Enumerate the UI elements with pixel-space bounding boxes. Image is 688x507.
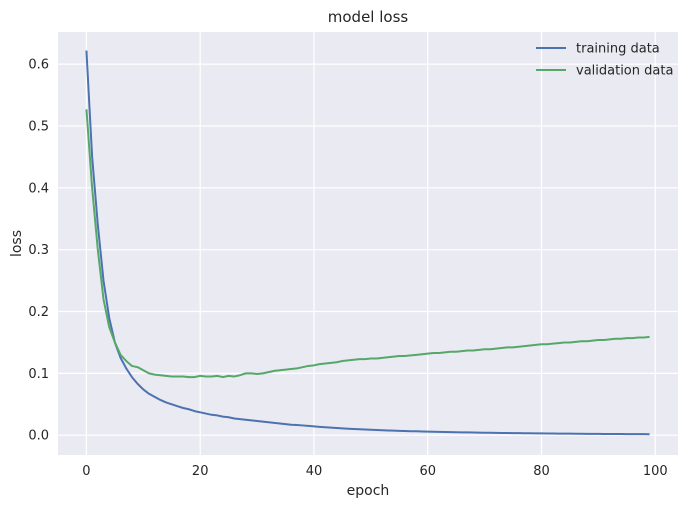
legend: training data validation data	[536, 42, 673, 79]
x-tick-labels: 0 20 40 60 80 100	[82, 464, 667, 479]
grid	[58, 32, 678, 455]
validation-data-line	[85, 109, 650, 379]
training-data-line	[85, 50, 650, 436]
legend-label-training: training data	[576, 42, 660, 57]
x-tick-label: 40	[306, 464, 323, 479]
x-axis-label: epoch	[347, 483, 390, 499]
y-tick-label: 0.0	[28, 429, 49, 444]
x-tick-label: 20	[192, 464, 209, 479]
y-tick-label: 0.1	[28, 367, 49, 382]
x-tick-label: 80	[533, 464, 550, 479]
y-tick-labels: 0.0 0.1 0.2 0.3 0.4 0.5 0.6	[28, 58, 49, 444]
y-tick-label: 0.6	[28, 58, 49, 73]
y-tick-label: 0.2	[28, 305, 49, 320]
y-axis-label: loss	[9, 230, 25, 257]
y-tick-label: 0.4	[28, 181, 49, 196]
y-tick-label: 0.5	[28, 120, 49, 135]
legend-label-validation: validation data	[576, 64, 673, 79]
x-tick-label: 60	[419, 464, 436, 479]
series-lines	[85, 50, 650, 436]
x-tick-label: 0	[82, 464, 90, 479]
plot-background	[58, 32, 678, 455]
x-tick-label: 100	[643, 464, 668, 479]
y-tick-label: 0.3	[28, 243, 49, 258]
chart-title: model loss	[328, 8, 409, 26]
